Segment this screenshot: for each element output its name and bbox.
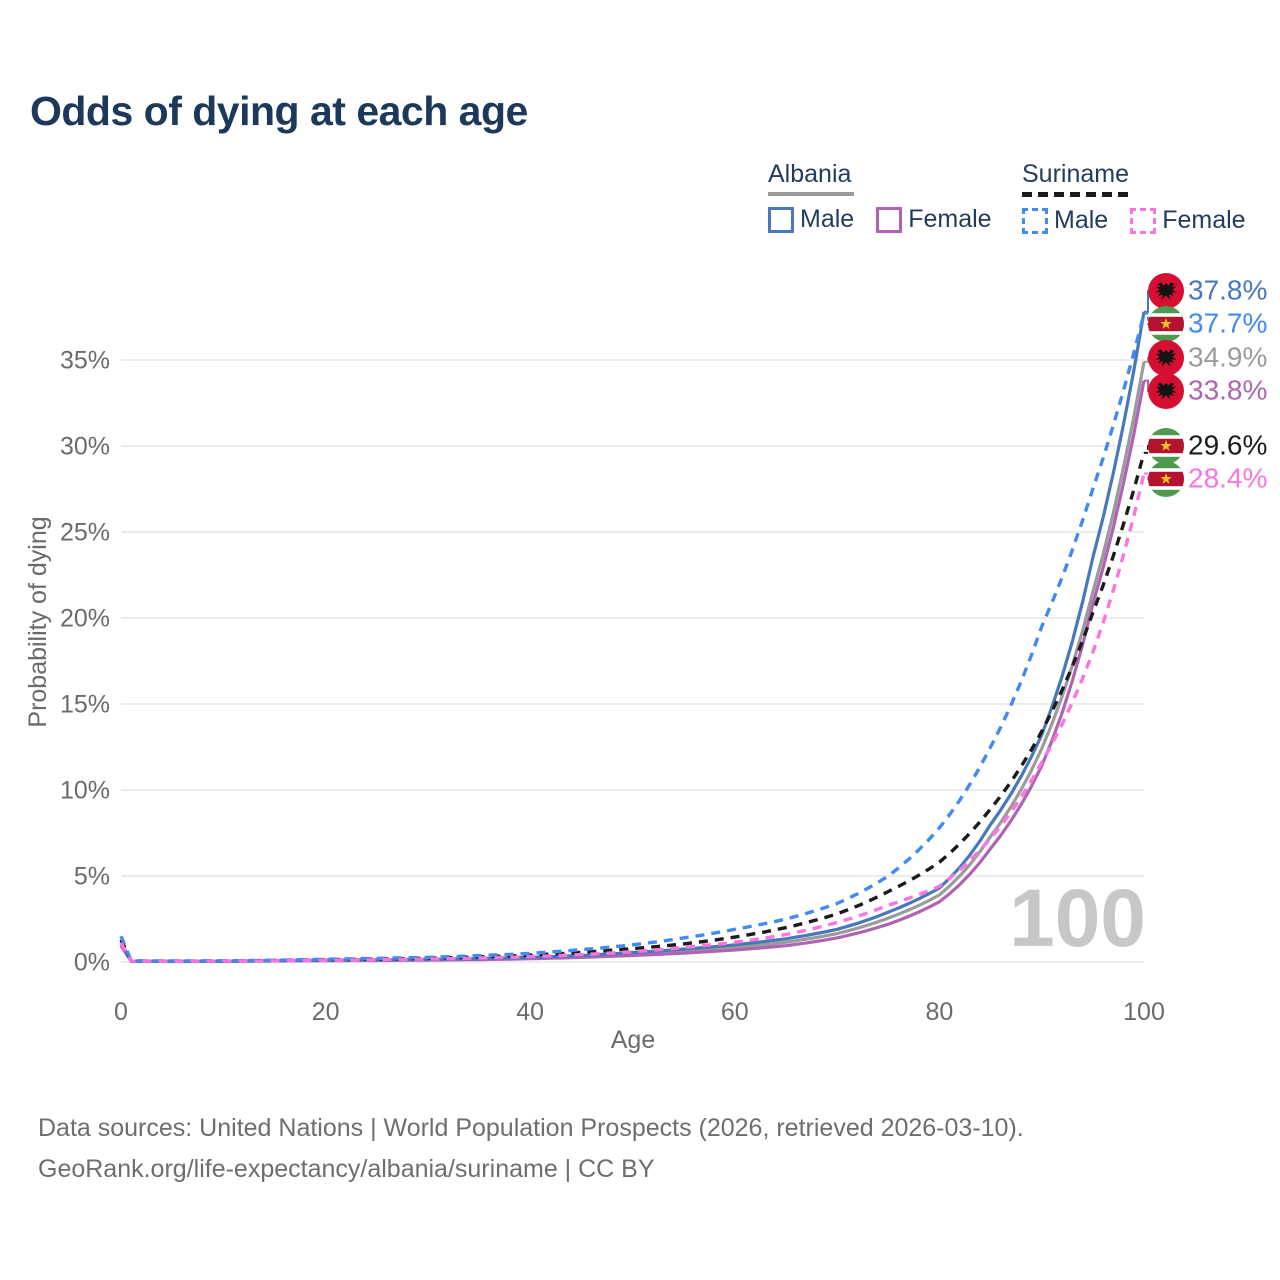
suriname-flag-icon: [1148, 461, 1184, 497]
series-line-albania-total[interactable]: [119, 361, 1146, 963]
suriname-flag-stripes: [1148, 428, 1184, 464]
legend-group-suriname: Suriname Male Female: [1022, 160, 1246, 235]
series-line-suriname-female[interactable]: [119, 473, 1146, 963]
x-axis-title: Age: [611, 1026, 655, 1054]
legend-item-label: Male: [1054, 206, 1109, 234]
series-line-suriname-total[interactable]: [119, 452, 1146, 963]
x-tick-label: 0: [114, 998, 128, 1026]
end-label-connector: [1144, 472, 1152, 480]
footer: Data sources: United Nations | World Pop…: [38, 1108, 1024, 1190]
series-line-albania-male[interactable]: [119, 311, 1146, 963]
end-value-label-albania-female: 33.8%: [1188, 374, 1267, 405]
series-line-suriname-male[interactable]: [119, 313, 1146, 963]
end-value-label-suriname-female: 28.4%: [1188, 462, 1267, 493]
y-axis-title: Probability of dying: [24, 516, 52, 727]
legend-country-albania: Albania: [768, 160, 852, 188]
albania-male-swatch-icon: [768, 206, 794, 233]
albania-flag-icon: [1148, 340, 1184, 376]
x-tick-label: 60: [721, 998, 749, 1026]
end-value-label-suriname-male: 37.7%: [1188, 307, 1267, 338]
albania-flag-icon: [1148, 273, 1184, 309]
double-headed-eagle-icon: [1155, 349, 1177, 367]
suriname-flag-stripes: [1148, 461, 1184, 497]
y-tick-label: 25%: [60, 519, 110, 547]
x-tick-label: 20: [312, 998, 340, 1026]
legend-item-albania-female[interactable]: Female: [876, 205, 992, 234]
star-icon: [1160, 318, 1172, 329]
legend-item-label: Male: [800, 205, 855, 233]
end-label-connector: [1144, 445, 1152, 454]
end-value-label-albania-total: 34.9%: [1188, 341, 1267, 372]
page-title: Odds of dying at each age: [30, 88, 528, 134]
star-icon: [1160, 473, 1172, 484]
legend-item-label: Female: [1162, 206, 1246, 234]
legend-item-label: Female: [908, 205, 992, 233]
double-headed-eagle-icon: [1155, 282, 1177, 300]
legend-group-albania: Albania Male Female: [768, 160, 992, 234]
age-counter-watermark: 100: [1009, 873, 1146, 964]
legend-country-suriname: Suriname: [1022, 160, 1129, 188]
legend-underline-suriname-dashed: [1022, 192, 1128, 197]
legend-item-suriname-male[interactable]: Male: [1022, 206, 1108, 235]
y-tick-label: 30%: [60, 433, 110, 461]
y-tick-label: 35%: [60, 347, 110, 375]
y-tick-label: 5%: [74, 863, 110, 891]
suriname-flag-stripes: [1148, 306, 1184, 342]
footer-source-line: Data sources: United Nations | World Pop…: [38, 1114, 1024, 1142]
y-tick-label: 20%: [60, 605, 110, 633]
legend-underline-albania-solid: [768, 192, 854, 196]
x-tick-label: 80: [925, 998, 953, 1026]
y-tick-label: 0%: [74, 949, 110, 977]
y-tick-label: 10%: [60, 777, 110, 805]
y-tick-label: 15%: [60, 691, 110, 719]
star-icon: [1160, 440, 1172, 451]
series-line-albania-female[interactable]: [119, 380, 1146, 964]
suriname-flag-icon: [1148, 306, 1184, 342]
end-value-label-suriname-total: 29.6%: [1188, 429, 1267, 460]
x-tick-label: 100: [1123, 998, 1165, 1026]
suriname-female-swatch-icon: [1130, 207, 1157, 234]
suriname-male-swatch-icon: [1022, 207, 1048, 234]
albania-flag-icon: [1148, 373, 1184, 409]
legend-item-albania-male[interactable]: Male: [768, 205, 854, 234]
legend-item-suriname-female[interactable]: Female: [1130, 206, 1246, 235]
x-tick-label: 40: [516, 998, 544, 1026]
double-headed-eagle-icon: [1155, 382, 1177, 400]
albania-female-swatch-icon: [876, 206, 903, 233]
suriname-flag-icon: [1148, 428, 1184, 464]
footer-link-line: GeoRank.org/life-expectancy/albania/suri…: [38, 1155, 655, 1183]
end-value-label-albania-male: 37.8%: [1188, 274, 1267, 305]
